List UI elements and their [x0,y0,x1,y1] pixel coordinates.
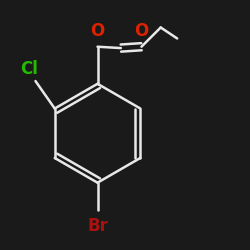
Text: Cl: Cl [20,60,38,78]
Text: O: O [134,22,148,40]
Text: O: O [90,22,105,40]
Text: Br: Br [87,217,108,235]
